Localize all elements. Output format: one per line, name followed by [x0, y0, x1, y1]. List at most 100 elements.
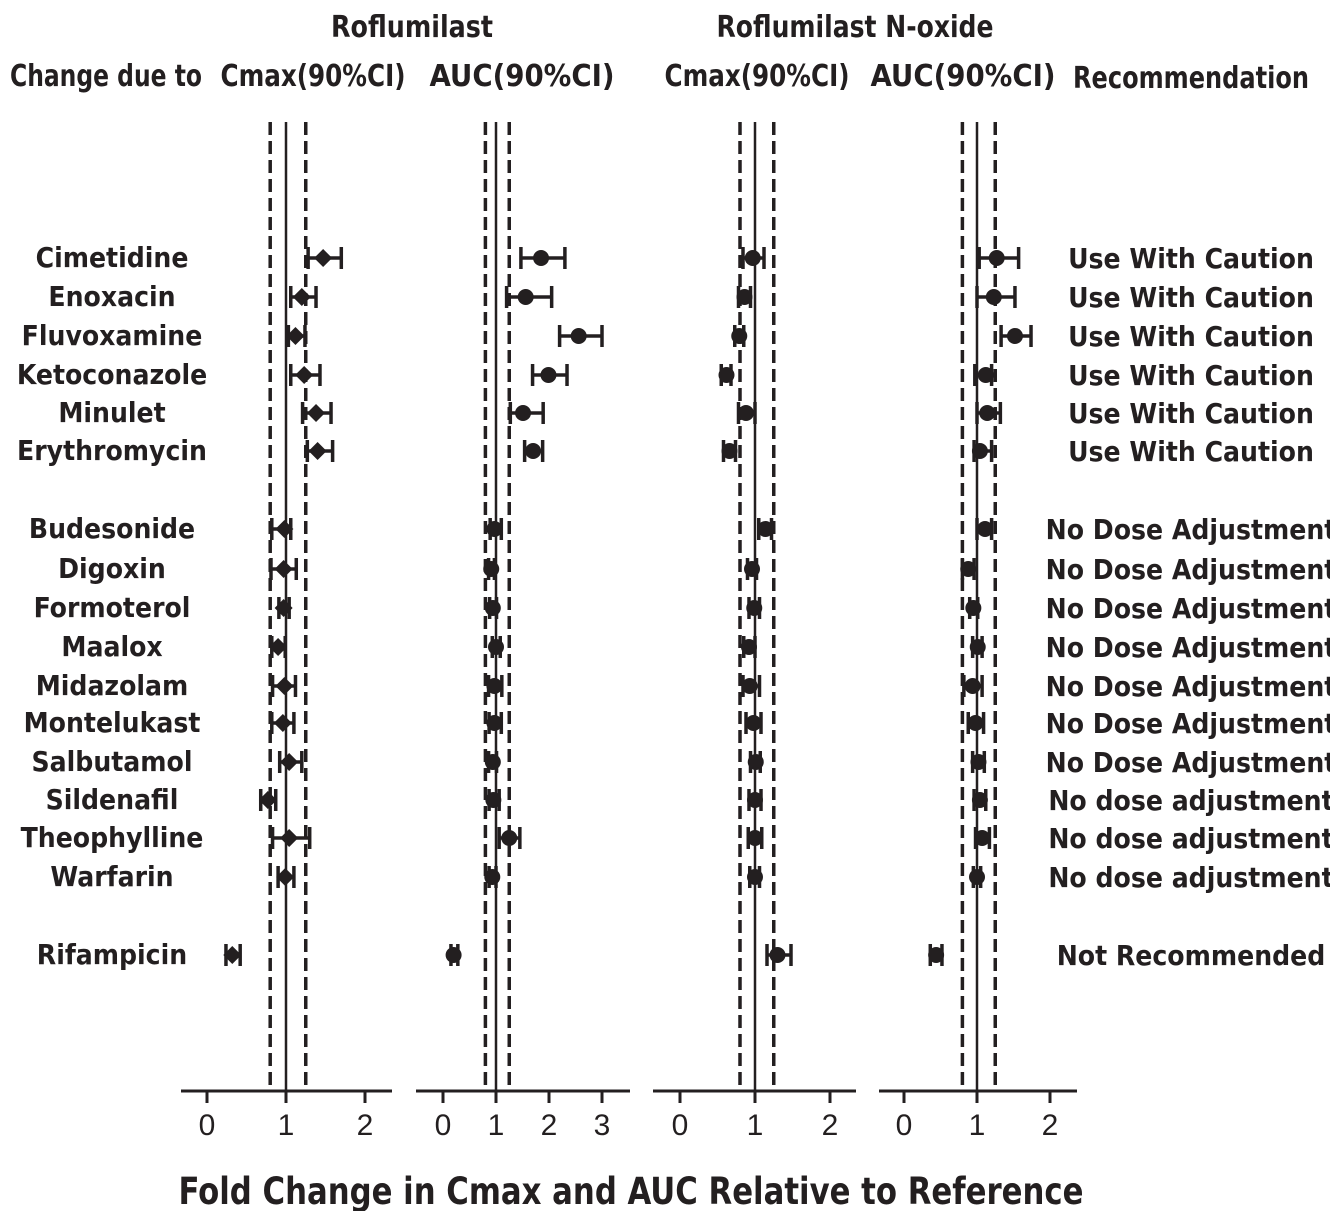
- recommendation-label: Use With Caution: [1068, 242, 1314, 275]
- point-estimate: [483, 561, 500, 577]
- drug-label: Minulet: [58, 396, 165, 429]
- point-estimate: [969, 869, 985, 885]
- point-estimate: [721, 443, 738, 459]
- recommendation-label: No Dose Adjustment: [1046, 707, 1330, 740]
- point-estimate: [517, 289, 534, 305]
- point-estimate: [970, 754, 987, 770]
- drug-label: Warfarin: [50, 860, 173, 893]
- drug-label: Theophylline: [21, 821, 204, 854]
- point-estimate: [292, 288, 311, 306]
- point-estimate: [960, 561, 977, 577]
- drug-label: Cimetidine: [36, 241, 189, 274]
- point-estimate: [295, 366, 314, 384]
- point-estimate: [486, 521, 503, 537]
- drug-label: Enoxacin: [48, 280, 175, 313]
- point-estimate: [275, 520, 294, 538]
- drug-label: Fluvoxamine: [22, 319, 203, 352]
- recommendation-label: No dose adjustment: [1048, 784, 1330, 817]
- point-estimate: [280, 829, 299, 847]
- point-estimate: [967, 715, 984, 731]
- point-estimate: [484, 600, 501, 616]
- recommendation-label: No Dose Adjustment: [1046, 592, 1330, 625]
- drug-label: Maalox: [61, 630, 162, 663]
- point-estimate: [971, 792, 988, 808]
- point-estimate: [275, 677, 294, 695]
- point-estimate: [314, 249, 333, 267]
- point-estimate: [488, 639, 504, 655]
- recommendation-label: Use With Caution: [1068, 435, 1314, 468]
- panel-header: Cmax(90%CI): [665, 59, 850, 94]
- point-estimate: [988, 250, 1005, 266]
- point-estimate: [746, 600, 763, 616]
- recommendation-label: Use With Caution: [1068, 359, 1314, 392]
- point-estimate: [736, 289, 753, 305]
- point-estimate: [747, 869, 763, 885]
- recommendation-label: No Dose Adjustment: [1046, 746, 1330, 779]
- drug-label: Erythromycin: [17, 434, 207, 467]
- x-tick-label: 2: [822, 1109, 839, 1142]
- point-estimate: [977, 367, 994, 383]
- row-header: Change due to: [10, 59, 202, 94]
- point-estimate: [486, 678, 503, 694]
- point-estimate: [971, 443, 988, 459]
- recommendation-label: Use With Caution: [1068, 320, 1314, 353]
- point-estimate: [273, 714, 292, 732]
- point-estimate: [274, 560, 293, 578]
- point-estimate: [769, 947, 786, 963]
- drug-label: Budesonide: [29, 512, 195, 545]
- point-estimate: [445, 947, 462, 963]
- drug-label: Formoterol: [34, 591, 191, 624]
- point-estimate: [747, 830, 763, 846]
- x-tick-label: 0: [199, 1109, 216, 1142]
- point-estimate: [744, 561, 760, 577]
- panel-header: AUC(90%CI): [871, 59, 1056, 94]
- point-estimate: [718, 367, 735, 383]
- point-estimate: [276, 868, 295, 886]
- recommendation-label: No Dose Adjustment: [1046, 670, 1330, 703]
- point-estimate: [307, 404, 326, 422]
- point-estimate: [269, 638, 288, 656]
- point-estimate: [977, 521, 994, 537]
- point-estimate: [969, 639, 986, 655]
- point-estimate: [745, 715, 762, 731]
- recommendation-label: No Dose Adjustment: [1046, 513, 1330, 546]
- point-estimate: [1006, 328, 1023, 344]
- x-tick-label: 1: [969, 1109, 986, 1142]
- point-estimate: [741, 639, 757, 655]
- point-estimate: [274, 599, 293, 617]
- point-estimate: [928, 947, 945, 963]
- point-estimate: [744, 250, 761, 266]
- point-estimate: [974, 830, 991, 846]
- x-tick-label: 3: [594, 1109, 611, 1142]
- recommendation-label: No dose adjustment: [1048, 822, 1330, 855]
- drug-label: Montelukast: [24, 706, 201, 739]
- point-estimate: [964, 678, 981, 694]
- point-estimate: [965, 600, 982, 616]
- x-axis-title: Fold Change in Cmax and AUC Relative to …: [179, 1170, 1084, 1211]
- point-estimate: [533, 250, 550, 266]
- drug-label: Digoxin: [58, 552, 166, 585]
- x-tick-label: 2: [541, 1109, 558, 1142]
- group-header-roflumilast: Roflumilast: [331, 10, 493, 45]
- panel-header: Cmax(90%CI): [221, 59, 406, 94]
- recommendation-label: No Dose Adjustment: [1046, 553, 1330, 586]
- point-estimate: [286, 327, 305, 345]
- drug-label: Salbutamol: [32, 745, 193, 778]
- point-estimate: [540, 367, 557, 383]
- point-estimate: [979, 405, 996, 421]
- point-estimate: [223, 946, 242, 964]
- recommendation-label: Use With Caution: [1068, 397, 1314, 430]
- point-estimate: [258, 791, 277, 809]
- point-estimate: [747, 754, 764, 770]
- point-estimate: [484, 869, 501, 885]
- point-estimate: [515, 405, 532, 421]
- x-tick-label: 1: [278, 1109, 295, 1142]
- recommendation-label: Use With Caution: [1068, 281, 1314, 314]
- point-estimate: [747, 792, 763, 808]
- point-estimate: [757, 521, 774, 537]
- x-tick-label: 1: [488, 1109, 505, 1142]
- drug-label: Ketoconazole: [17, 358, 207, 391]
- point-estimate: [485, 792, 502, 808]
